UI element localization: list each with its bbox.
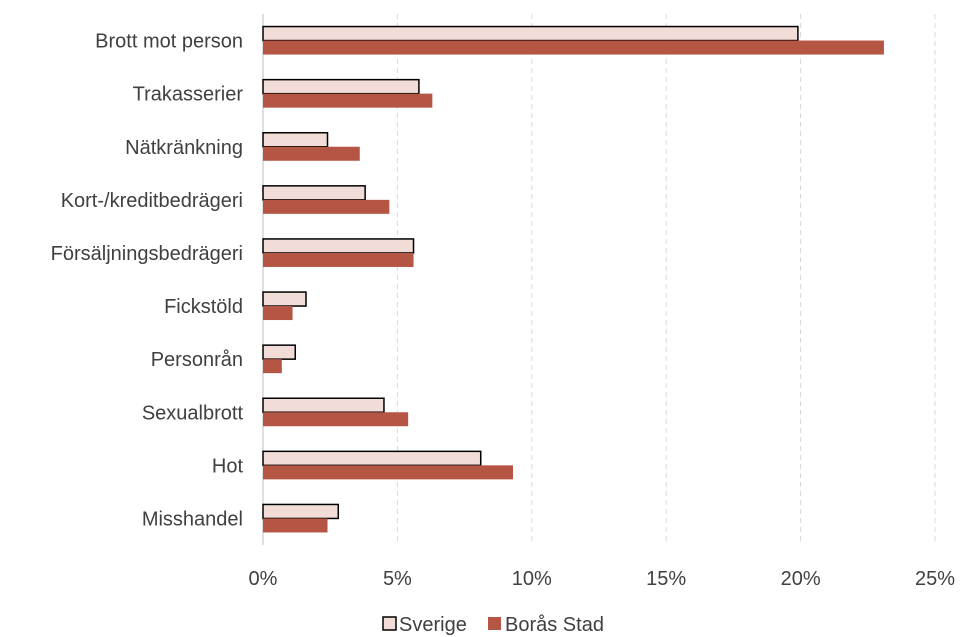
legend-swatch-boras-stad	[488, 617, 501, 630]
bar-sverige	[262, 344, 297, 360]
bar-boras-stad	[263, 93, 433, 108]
x-tick-label: 25%	[915, 568, 955, 590]
category-label: Personrån	[151, 349, 243, 371]
bar-sverige	[262, 291, 307, 307]
bar-boras-stad	[263, 252, 414, 267]
category-label: Sexualbrott	[142, 402, 244, 424]
legend: Sverige Borås Stad	[382, 614, 604, 636]
category-label: Brott mot person	[95, 31, 243, 53]
bar-sverige	[262, 185, 366, 201]
bar-boras-stad	[263, 146, 360, 161]
x-tick-label: 15%	[646, 568, 686, 590]
bar-sverige	[262, 25, 799, 42]
bar-boras-stad	[263, 359, 282, 374]
category-label: Nätkränkning	[125, 137, 243, 159]
bar-sverige	[262, 132, 329, 148]
category-label: Misshandel	[142, 508, 243, 530]
legend-label-boras-stad: Borås Stad	[505, 614, 604, 636]
category-label: Kort-/kreditbedrägeri	[61, 190, 243, 212]
bar-sverige	[262, 238, 415, 254]
x-tick-label: 5%	[383, 568, 412, 590]
category-labels: Brott mot person Trakasserier Nätkränkning…	[51, 31, 244, 531]
bar-boras-stad	[263, 199, 390, 214]
bar-boras-stad	[263, 412, 409, 427]
legend-swatch-sverige	[382, 616, 397, 631]
bar-sverige	[262, 397, 385, 413]
bar-sverige	[262, 450, 482, 467]
category-label: Försäljningsbedrägeri	[51, 243, 243, 265]
x-tick-labels: 0% 5% 10% 15% 20% 25%	[249, 568, 956, 590]
bar-boras-stad	[263, 518, 328, 533]
x-tick-label: 10%	[512, 568, 552, 590]
category-label: Trakasserier	[133, 84, 244, 106]
category-label: Hot	[212, 455, 244, 477]
bar-sverige	[262, 503, 340, 520]
legend-label-sverige: Sverige	[399, 614, 467, 636]
bars	[262, 25, 884, 533]
bar-boras-stad	[263, 306, 293, 321]
x-tick-label: 0%	[249, 568, 278, 590]
bar-boras-stad	[263, 465, 513, 480]
bar-boras-stad	[263, 40, 884, 55]
category-label: Fickstöld	[164, 296, 243, 318]
x-tick-label: 20%	[781, 568, 821, 590]
bar-sverige	[262, 78, 420, 95]
